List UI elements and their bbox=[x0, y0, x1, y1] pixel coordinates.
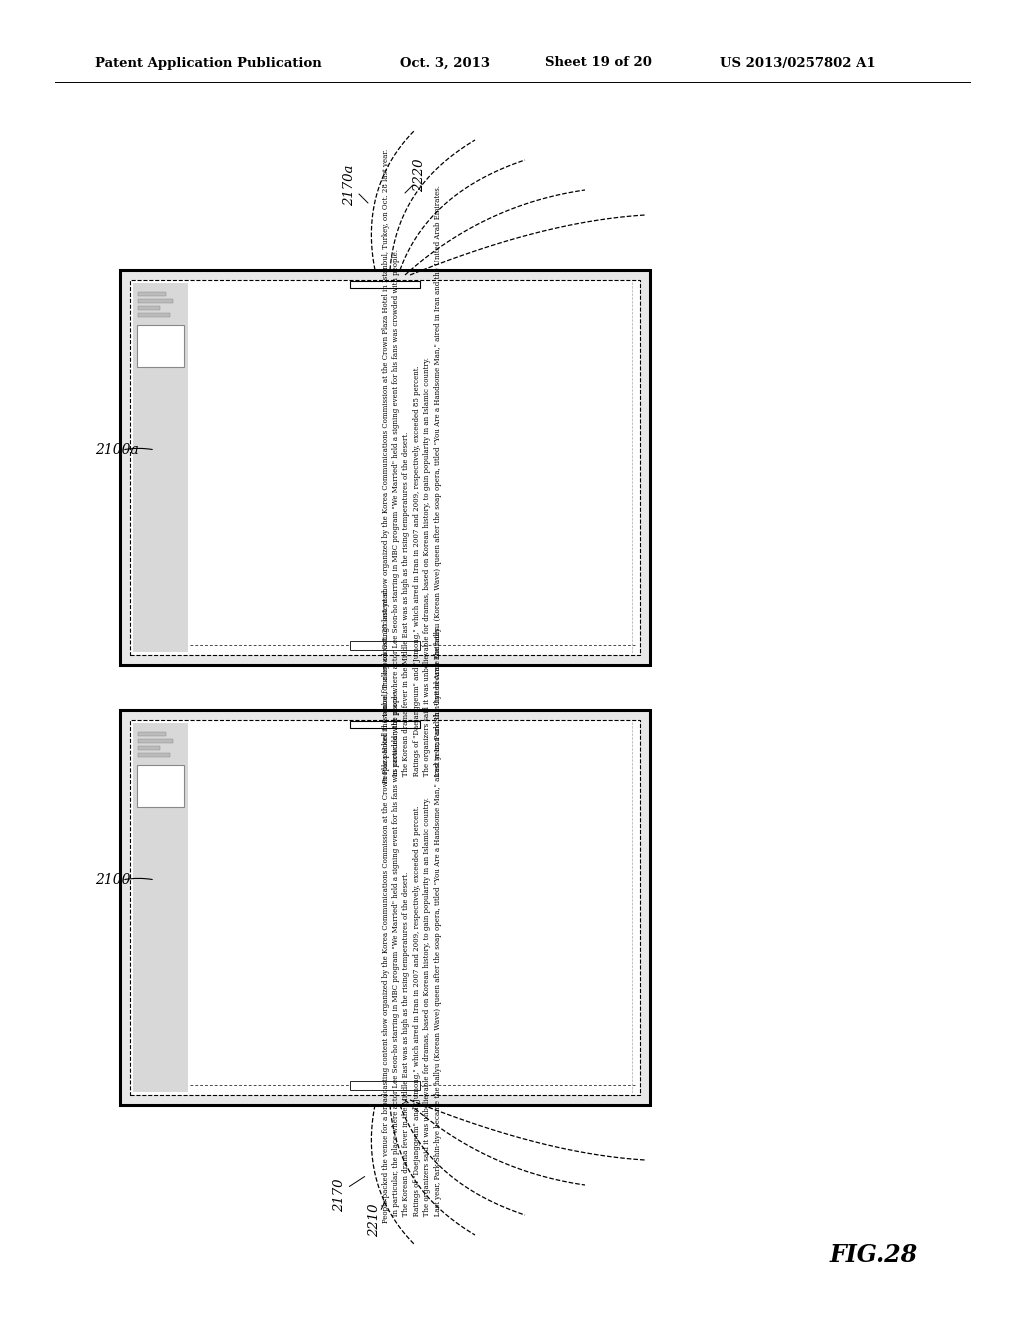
Text: People packed the venue for a broadcasting content show organized by the Korea C: People packed the venue for a broadcasti… bbox=[382, 149, 441, 783]
Text: Sheet 19 of 20: Sheet 19 of 20 bbox=[545, 57, 652, 70]
Text: 2170: 2170 bbox=[334, 1179, 346, 1212]
Bar bbox=[350, 1081, 420, 1090]
Bar bbox=[350, 281, 420, 288]
Bar bbox=[138, 752, 170, 756]
Text: 2210: 2210 bbox=[369, 1204, 382, 1237]
Bar bbox=[120, 271, 650, 665]
Bar bbox=[120, 271, 650, 665]
Text: People packed the venue for a broadcasting content show organized by the Korea C: People packed the venue for a broadcasti… bbox=[382, 589, 441, 1224]
Bar bbox=[350, 642, 420, 649]
Text: US 2013/0257802 A1: US 2013/0257802 A1 bbox=[720, 57, 876, 70]
Bar bbox=[138, 292, 166, 296]
Bar bbox=[120, 710, 650, 1105]
Text: 2220: 2220 bbox=[414, 158, 427, 191]
Text: 2100: 2100 bbox=[95, 873, 130, 887]
Bar bbox=[138, 313, 170, 317]
Bar bbox=[133, 282, 188, 652]
Text: FIG.28: FIG.28 bbox=[830, 1243, 919, 1267]
Bar bbox=[138, 746, 160, 750]
Bar bbox=[130, 280, 640, 655]
Bar bbox=[133, 723, 188, 1092]
Bar bbox=[130, 719, 640, 1096]
Bar bbox=[137, 766, 184, 807]
Bar bbox=[130, 719, 640, 1096]
Bar bbox=[138, 733, 166, 737]
Bar bbox=[350, 721, 420, 729]
Text: Oct. 3, 2013: Oct. 3, 2013 bbox=[400, 57, 490, 70]
Bar bbox=[138, 306, 160, 310]
Bar bbox=[130, 280, 640, 655]
Text: 2170a: 2170a bbox=[343, 164, 356, 206]
Bar bbox=[120, 710, 650, 1105]
Text: 2100a: 2100a bbox=[95, 444, 138, 457]
Bar bbox=[137, 325, 184, 367]
Bar bbox=[138, 300, 173, 304]
Text: Patent Application Publication: Patent Application Publication bbox=[95, 57, 322, 70]
Bar bbox=[138, 739, 173, 743]
